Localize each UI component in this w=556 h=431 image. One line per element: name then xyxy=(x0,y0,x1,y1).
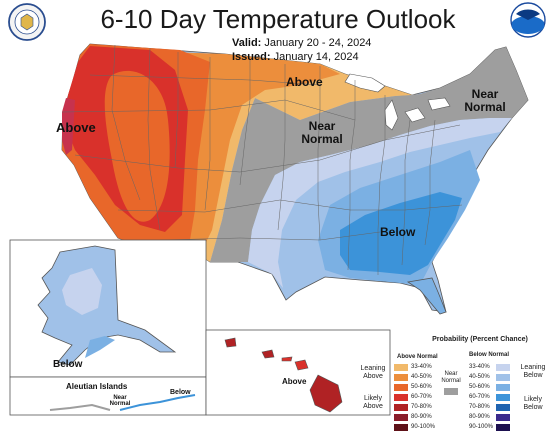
legend-above-swatch xyxy=(394,374,408,381)
legend-near-swatch xyxy=(444,388,458,395)
legend-above-header: Above Normal xyxy=(397,354,438,360)
legend-below-bin: 33-40% xyxy=(469,364,490,370)
above-40-50 xyxy=(170,52,340,255)
above-70-80 xyxy=(62,98,75,155)
legend-leaning-above: Leaning Above xyxy=(360,365,386,380)
label-central-near: Near Normal xyxy=(301,119,343,146)
legend-below-bin: 60-70% xyxy=(469,394,490,400)
near-normal-central xyxy=(210,98,300,262)
label-hawaii-above: Above xyxy=(282,377,307,386)
legend-above-bin: 90-100% xyxy=(411,424,436,430)
hawaii-maui xyxy=(294,359,309,371)
valid-label: Valid: xyxy=(232,37,262,49)
legend-below-bin: 70-80% xyxy=(469,404,490,410)
legend-above-bin: 60-70% xyxy=(411,394,432,400)
label-alaska-below: Below xyxy=(53,359,83,370)
state-borders xyxy=(61,44,463,275)
legend-above-swatch xyxy=(394,424,408,431)
label-aleutian-title: Aleutian Islands xyxy=(66,382,128,391)
hawaii-oahu xyxy=(261,349,275,359)
legend-likely-above: Likely Above xyxy=(363,395,383,410)
hawaii-inset xyxy=(205,329,391,416)
hawaii-big-island xyxy=(309,374,343,413)
label-northeast-near: Near Normal xyxy=(464,87,506,114)
legend-above-bin: 50-60% xyxy=(411,384,432,390)
legend-above-swatch xyxy=(394,394,408,401)
legend-above-bin: 80-90% xyxy=(411,414,432,420)
great-lakes xyxy=(344,73,451,131)
west-oval xyxy=(104,70,170,222)
leaning-below-band xyxy=(248,118,512,288)
hawaii-frame xyxy=(205,329,391,416)
aleutian-inset xyxy=(9,376,207,416)
below-60-70 xyxy=(340,192,462,275)
legend-above-swatch xyxy=(394,414,408,421)
legend-below-bin: 40-50% xyxy=(469,374,490,380)
label-aleutian-near: Near Normal xyxy=(109,395,131,408)
noaa-logo-icon xyxy=(510,2,546,38)
legend-below-swatch xyxy=(496,424,510,431)
near-normal-east xyxy=(300,47,528,162)
legend-likely-below: Likely Below xyxy=(523,396,543,411)
legend-below-swatch xyxy=(496,384,510,391)
legend-near-label: Near Normal xyxy=(441,371,461,384)
label-north-above: Above xyxy=(286,75,323,89)
legend-below-header: Below Normal xyxy=(469,352,510,358)
doc-seal-icon xyxy=(8,3,46,41)
legend-above-swatch xyxy=(394,364,408,371)
alaska-south-coast xyxy=(85,336,115,358)
aleutian-chain xyxy=(119,394,196,411)
label-aleutian-below: Below xyxy=(170,389,191,396)
alaska-inset xyxy=(9,239,207,378)
legend-below-bin: 80-90% xyxy=(469,414,490,420)
legend-below-bin: 90-100% xyxy=(469,424,494,430)
legend-below-bin: 50-60% xyxy=(469,384,490,390)
label-southeast-below: Below xyxy=(380,225,416,239)
issued-value: January 14, 2024 xyxy=(273,51,359,63)
hawaii-kauai xyxy=(224,337,237,348)
aleutian-near-chain xyxy=(49,403,111,411)
legend-above-swatch xyxy=(394,384,408,391)
legend-below-swatch xyxy=(496,404,510,411)
legend-above-bin: 40-50% xyxy=(411,374,432,380)
hawaii-molokai xyxy=(281,356,293,362)
florida xyxy=(406,277,447,315)
legend-below-swatch xyxy=(496,374,510,381)
issued-label: Issued: xyxy=(232,51,271,63)
legend-below-swatch xyxy=(496,364,510,371)
legend-title: Probability (Percent Chance) xyxy=(432,336,528,343)
legend-above-bin: 33-40% xyxy=(411,364,432,370)
legend-above-swatch xyxy=(394,404,408,411)
legend-leaning-below: Leaning Below xyxy=(520,364,546,379)
issued-line: Issued: January 14, 2024 xyxy=(232,51,359,63)
page-title: 6-10 Day Temperature Outlook xyxy=(100,4,456,34)
legend-below-swatch xyxy=(496,414,510,421)
alaska-leaning-below xyxy=(62,268,102,315)
label-west-above: Above xyxy=(56,120,96,135)
legend-above-bin: 70-80% xyxy=(411,404,432,410)
valid-line: Valid: January 20 - 24, 2024 xyxy=(232,37,371,49)
valid-value: January 20 - 24, 2024 xyxy=(264,37,372,49)
legend-below-swatch xyxy=(496,394,510,401)
